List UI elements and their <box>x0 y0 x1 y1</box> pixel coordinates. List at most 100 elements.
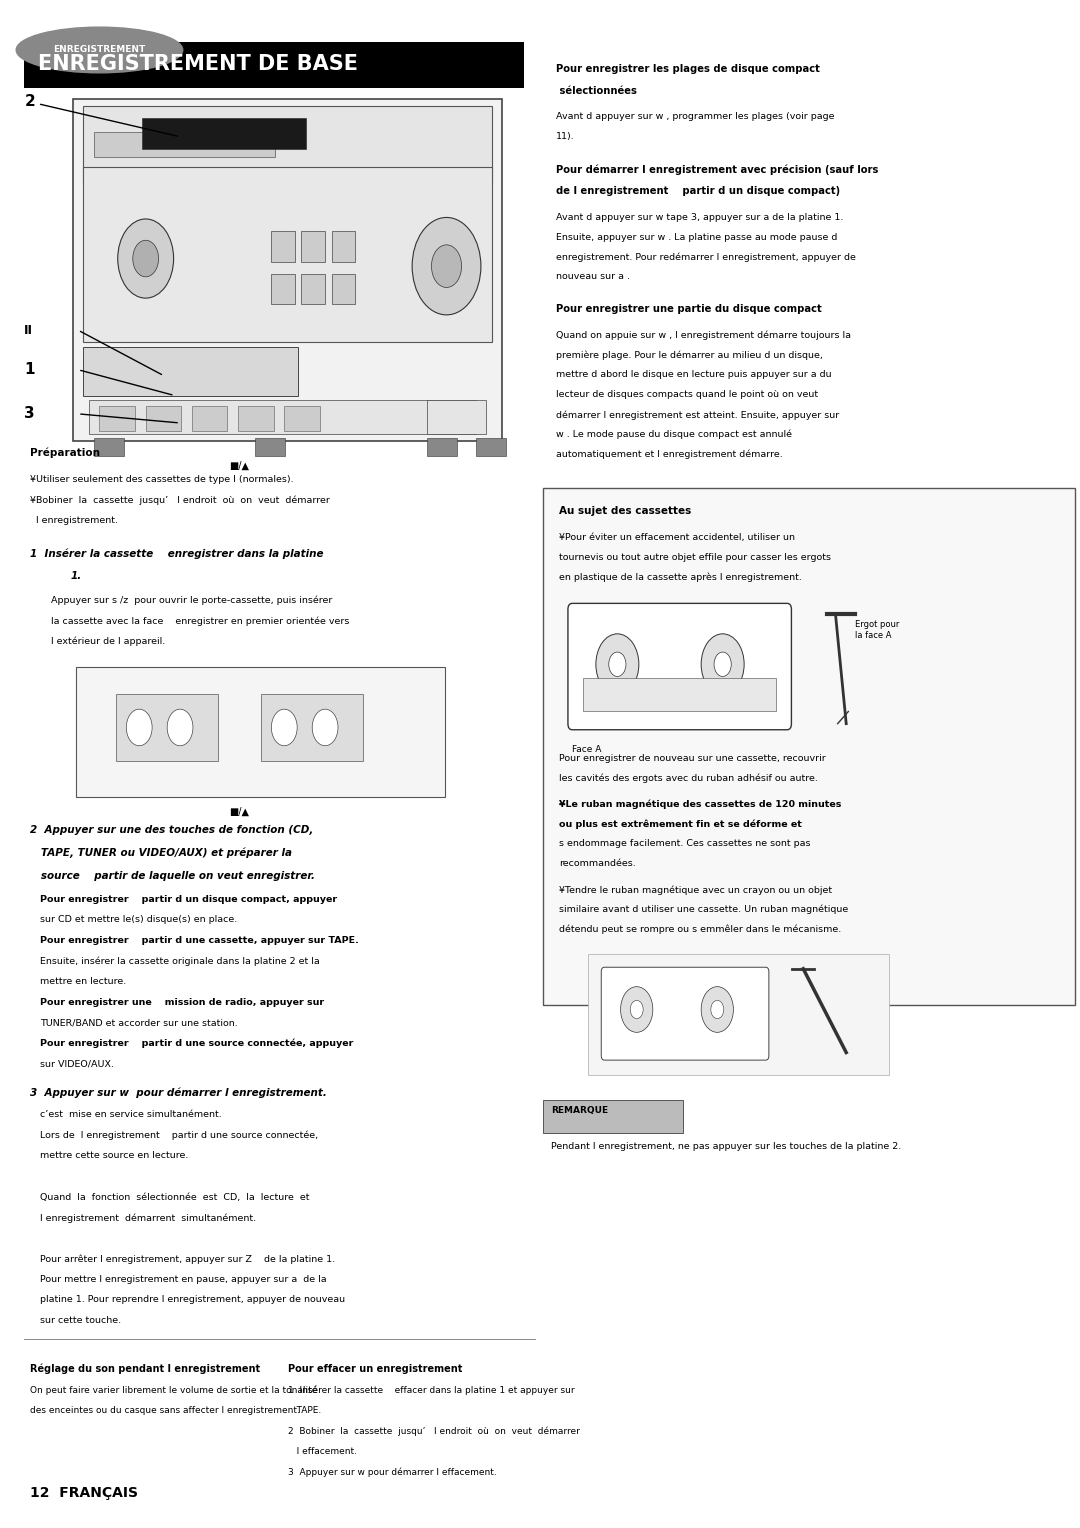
Text: 3: 3 <box>24 406 35 422</box>
FancyBboxPatch shape <box>76 666 445 798</box>
Text: lecteur de disques compacts quand le point où on veut: lecteur de disques compacts quand le poi… <box>556 390 819 399</box>
Bar <box>94 133 274 156</box>
Text: Appuyer sur s /z  pour ouvrir le porte-cassette, puis insérer: Appuyer sur s /z pour ouvrir le porte-ca… <box>51 596 333 605</box>
Text: TAPE, TUNER ou VIDEO/AUX) et préparer la: TAPE, TUNER ou VIDEO/AUX) et préparer la <box>29 848 292 859</box>
Text: 1: 1 <box>24 362 35 377</box>
Text: 11).: 11). <box>556 133 575 141</box>
Circle shape <box>711 1001 724 1019</box>
Circle shape <box>631 1001 644 1019</box>
Circle shape <box>413 217 481 315</box>
Text: ENREGISTREMENT DE BASE: ENREGISTREMENT DE BASE <box>38 53 359 73</box>
Text: Pour enregistrer de nouveau sur une cassette, recouvrir: Pour enregistrer de nouveau sur une cass… <box>559 755 826 762</box>
Text: sur CD et mettre le(s) disque(s) en place.: sur CD et mettre le(s) disque(s) en plac… <box>40 915 238 924</box>
Text: des enceintes ou du casque sans affecter l enregistrement.: des enceintes ou du casque sans affecter… <box>29 1406 299 1415</box>
Text: Ergot pour
la face A: Ergot pour la face A <box>854 620 900 640</box>
Bar <box>192 406 227 431</box>
Bar <box>146 406 181 431</box>
Text: Pour mettre l enregistrement en pause, appuyer sur a  de la: Pour mettre l enregistrement en pause, a… <box>40 1274 327 1284</box>
Circle shape <box>609 652 626 677</box>
Bar <box>238 406 273 431</box>
Text: sur VIDEO/AUX.: sur VIDEO/AUX. <box>40 1059 114 1068</box>
Circle shape <box>596 634 639 695</box>
Text: Au sujet des cassettes: Au sujet des cassettes <box>559 506 691 516</box>
Text: REMARQUE: REMARQUE <box>551 1106 608 1115</box>
Bar <box>94 439 124 457</box>
Bar <box>83 347 298 396</box>
Text: ¥Utiliser seulement des cassettes de type I (normales).: ¥Utiliser seulement des cassettes de typ… <box>29 475 294 484</box>
Text: en plastique de la cassette après l enregistrement.: en plastique de la cassette après l enre… <box>559 573 802 582</box>
Bar <box>284 406 320 431</box>
Bar <box>271 231 295 261</box>
Text: l enregistrement  démarrent  simultanément.: l enregistrement démarrent simultanément… <box>40 1213 257 1222</box>
Text: démarrer l enregistrement est atteint. Ensuite, appuyer sur: démarrer l enregistrement est atteint. E… <box>556 410 839 420</box>
Text: Avant d appuyer sur w tape 3, appuyer sur a de la platine 1.: Avant d appuyer sur w tape 3, appuyer su… <box>556 212 843 222</box>
Text: enregistrement. Pour redémarrer l enregistrement, appuyer de: enregistrement. Pour redémarrer l enregi… <box>556 252 856 261</box>
Bar <box>89 400 475 434</box>
Text: ¥Pour éviter un effacement accidentel, utiliser un: ¥Pour éviter un effacement accidentel, u… <box>559 533 795 542</box>
Text: l enregistrement.: l enregistrement. <box>29 516 118 524</box>
Bar <box>543 487 1075 1005</box>
Bar <box>332 231 355 261</box>
Text: la cassette avec la face    enregistrer en premier orientée vers: la cassette avec la face enregistrer en … <box>51 616 350 626</box>
Text: l extérieur de l appareil.: l extérieur de l appareil. <box>51 637 165 646</box>
Text: similaire avant d utiliser une cassette. Un ruban magnétique: similaire avant d utiliser une cassette.… <box>559 905 849 914</box>
Text: mettre en lecture.: mettre en lecture. <box>40 976 126 986</box>
Circle shape <box>714 652 731 677</box>
Text: Ensuite, appuyer sur w . La platine passe au mode pause d: Ensuite, appuyer sur w . La platine pass… <box>556 232 837 241</box>
Bar <box>543 1100 683 1134</box>
Text: l effacement.: l effacement. <box>287 1447 356 1456</box>
Text: Quand on appuie sur w , l enregistrement démarre toujours la: Quand on appuie sur w , l enregistrement… <box>556 332 851 341</box>
Text: ¥Le ruban magnétique des cassettes de 120 minutes: ¥Le ruban magnétique des cassettes de 12… <box>559 799 841 810</box>
Text: 12  FRANÇAIS: 12 FRANÇAIS <box>29 1485 137 1499</box>
Bar <box>583 678 777 712</box>
Bar <box>24 43 524 89</box>
Circle shape <box>701 987 733 1033</box>
Circle shape <box>432 244 461 287</box>
Text: s endommage facilement. Ces cassettes ne sont pas: s endommage facilement. Ces cassettes ne… <box>559 839 811 848</box>
Text: Pour enregistrer une    mission de radio, appuyer sur: Pour enregistrer une mission de radio, a… <box>40 998 324 1007</box>
Text: sur cette touche.: sur cette touche. <box>40 1316 122 1325</box>
Text: ou plus est extrêmement fin et se déforme et: ou plus est extrêmement fin et se déform… <box>559 819 802 830</box>
Text: sélectionnées: sélectionnées <box>556 86 637 96</box>
Bar <box>116 694 218 761</box>
Text: Pour démarrer l enregistrement avec précision (sauf lors: Pour démarrer l enregistrement avec préc… <box>556 163 878 174</box>
Bar <box>301 231 325 261</box>
Text: Pour effacer un enregistrement: Pour effacer un enregistrement <box>287 1365 462 1374</box>
Text: 2  Appuyer sur une des touches de fonction (CD,: 2 Appuyer sur une des touches de fonctio… <box>29 825 313 834</box>
Text: Quand  la  fonction  sélectionnée  est  CD,  la  lecture  et: Quand la fonction sélectionnée est CD, l… <box>40 1192 310 1201</box>
Text: 3  Appuyer sur w pour démarrer l effacement.: 3 Appuyer sur w pour démarrer l effaceme… <box>287 1467 496 1478</box>
Text: TUNER/BAND et accorder sur une station.: TUNER/BAND et accorder sur une station. <box>40 1018 238 1027</box>
Bar <box>143 119 306 148</box>
Text: ¥Bobiner  la  cassette  jusqu’   l endroit  où  on  veut  démarrer: ¥Bobiner la cassette jusqu’ l endroit où… <box>29 495 329 504</box>
Bar <box>271 274 295 304</box>
Text: Pour arrêter l enregistrement, appuyer sur Z    de la platine 1.: Pour arrêter l enregistrement, appuyer s… <box>40 1254 336 1264</box>
Text: Préparation: Préparation <box>29 448 99 458</box>
Text: c’est  mise en service simultanément.: c’est mise en service simultanément. <box>40 1111 222 1120</box>
Text: Pour enregistrer une partie du disque compact: Pour enregistrer une partie du disque co… <box>556 304 822 315</box>
Text: 2: 2 <box>24 95 177 136</box>
Text: recommandées.: recommandées. <box>559 859 636 868</box>
Bar <box>83 107 491 182</box>
Circle shape <box>621 987 652 1033</box>
Text: ¥Tendre le ruban magnétique avec un crayon ou un objet: ¥Tendre le ruban magnétique avec un cray… <box>559 885 833 894</box>
Text: Face A: Face A <box>572 746 602 753</box>
Text: w . Le mode pause du disque compact est annulé: w . Le mode pause du disque compact est … <box>556 429 792 440</box>
Bar <box>428 439 457 457</box>
Circle shape <box>701 634 744 695</box>
Circle shape <box>118 219 174 298</box>
Circle shape <box>133 240 159 277</box>
Text: 1  Insérer la cassette    enregistrer dans la platine: 1 Insérer la cassette enregistrer dans l… <box>29 549 323 559</box>
Bar <box>72 99 502 442</box>
Bar <box>255 439 285 457</box>
Circle shape <box>312 709 338 746</box>
Text: automatiquement et l enregistrement démarre.: automatiquement et l enregistrement déma… <box>556 449 783 458</box>
Text: ■/▲: ■/▲ <box>229 807 249 816</box>
Text: tournevis ou tout autre objet effile pour casser les ergots: tournevis ou tout autre objet effile pou… <box>559 553 832 562</box>
Circle shape <box>126 709 152 746</box>
Text: 2  Bobiner  la  cassette  jusqu’   l endroit  où  on  veut  démarrer: 2 Bobiner la cassette jusqu’ l endroit o… <box>287 1426 579 1436</box>
Text: de l enregistrement    partir d un disque compact): de l enregistrement partir d un disque c… <box>556 186 840 196</box>
Bar <box>428 400 486 434</box>
Bar <box>332 274 355 304</box>
Circle shape <box>167 709 193 746</box>
Text: mettre cette source en lecture.: mettre cette source en lecture. <box>40 1152 189 1160</box>
